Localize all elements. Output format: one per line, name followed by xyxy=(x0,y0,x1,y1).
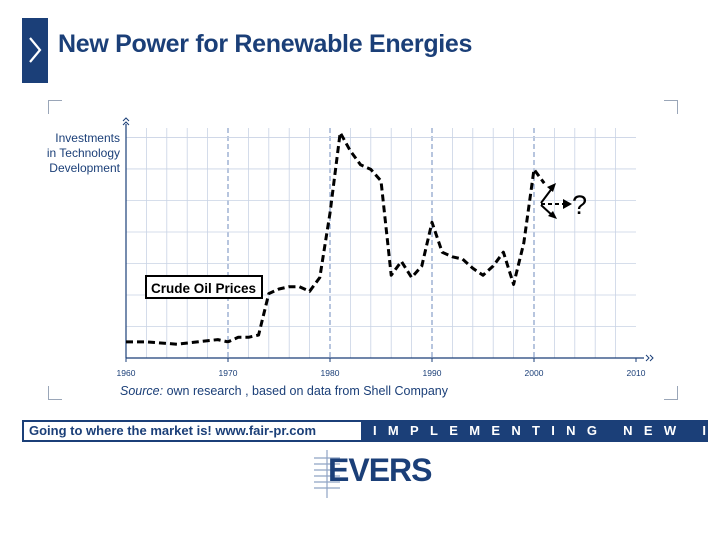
x-tick-label: 1970 xyxy=(219,368,238,378)
question-mark: ? xyxy=(572,190,587,220)
x-tick-labels: 1960 1970 1980 1990 2000 2010 xyxy=(117,358,646,378)
footer-slogan[interactable]: Going to where the market is! www.fair-p… xyxy=(22,420,363,442)
y-axis-label-line: Development xyxy=(49,161,120,175)
title-accent-bar xyxy=(22,18,48,83)
x-axis-arrow-icon xyxy=(645,354,650,362)
chart-axes xyxy=(122,117,654,362)
arrowhead-up xyxy=(547,183,556,192)
arrowhead-down xyxy=(548,211,557,219)
x-tick-label: 2010 xyxy=(627,368,646,378)
y-axis-arrow-icon xyxy=(122,121,130,126)
oil-price-chart: 1960 1970 1980 1990 2000 2010 Crude Oil Price… xyxy=(117,117,654,378)
x-tick-label: 1980 xyxy=(321,368,340,378)
source-note: Source: own research , based on data fro… xyxy=(120,384,448,398)
evers-logo-text: EVERS xyxy=(328,452,432,488)
crude-oil-label-box: Crude Oil Prices xyxy=(145,275,263,299)
arrowhead-right xyxy=(563,199,572,209)
x-tick-label: 1960 xyxy=(117,368,136,378)
frame-corner-bottom-left xyxy=(48,386,62,400)
x-tick-label: 2000 xyxy=(525,368,544,378)
x-axis-arrow-icon xyxy=(649,354,654,362)
frame-corner-bottom-right xyxy=(664,386,678,400)
y-axis-label-line: Investments xyxy=(55,131,120,145)
frame-corner-top-right xyxy=(664,100,678,114)
series-label: Crude Oil Prices xyxy=(151,281,256,296)
y-axis-arrow-icon xyxy=(122,117,130,122)
y-axis-label-line: in Technology xyxy=(46,146,120,160)
chevron-right-icon xyxy=(29,37,42,63)
chart-grid xyxy=(126,128,636,358)
x-tick-label: 1990 xyxy=(423,368,442,378)
future-arrows: ? xyxy=(540,183,587,220)
source-text: own research , based on data from Shell … xyxy=(163,384,448,398)
y-axis-label: Investments in Technology Development xyxy=(20,131,120,176)
evers-logo-mark xyxy=(314,450,340,498)
series-line-crude-oil xyxy=(126,131,546,346)
page-title: New Power for Renewable Energies xyxy=(58,30,473,58)
footer-tagline: IMPLEMENTING NEW IDEAS xyxy=(363,420,708,442)
frame-corner-top-left xyxy=(48,100,62,114)
series-label-frame xyxy=(145,275,263,299)
source-label: Source: xyxy=(120,384,164,398)
